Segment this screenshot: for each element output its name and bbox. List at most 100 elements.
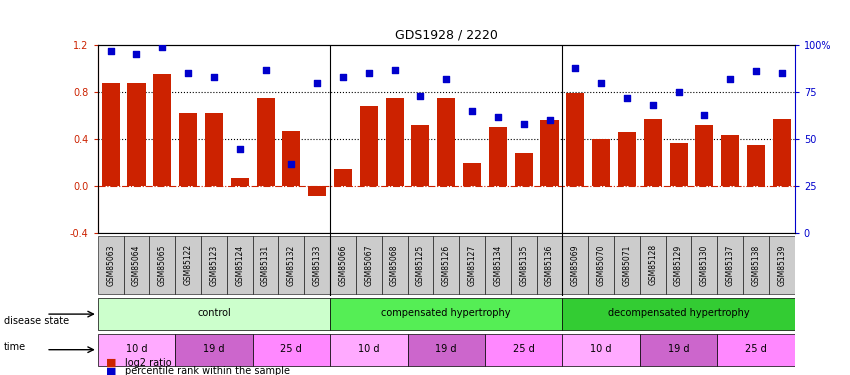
Bar	[485, 236, 511, 294]
Point	[569, 64, 582, 70]
Point	[233, 146, 246, 152]
Point	[104, 48, 117, 54]
Bar	[279, 236, 304, 294]
Text: compensated hypertrophy: compensated hypertrophy	[382, 308, 511, 318]
Bar	[717, 236, 743, 294]
Point	[723, 76, 737, 82]
Bar	[360, 106, 378, 186]
Bar	[434, 236, 459, 294]
Bar	[670, 143, 688, 186]
Text: GSM85126: GSM85126	[442, 244, 450, 285]
Point	[749, 68, 762, 74]
Bar	[592, 139, 610, 186]
Point	[542, 117, 556, 123]
Bar	[511, 236, 536, 294]
Text: GSM85064: GSM85064	[132, 244, 141, 286]
Text: 25 d: 25 d	[280, 344, 303, 354]
Text: GSM85128: GSM85128	[649, 244, 657, 285]
Bar	[334, 169, 352, 186]
Point	[258, 66, 272, 72]
Text: GSM85134: GSM85134	[493, 244, 502, 286]
Text: GSM85127: GSM85127	[468, 244, 477, 285]
Bar	[98, 334, 175, 366]
Point	[310, 80, 324, 86]
Point	[698, 112, 711, 118]
Text: GSM85129: GSM85129	[674, 244, 683, 285]
Text: 10 d: 10 d	[591, 344, 612, 354]
Text: GSM85136: GSM85136	[545, 244, 554, 286]
Text: GSM85125: GSM85125	[416, 244, 425, 285]
Text: GSM85137: GSM85137	[726, 244, 734, 286]
Bar	[386, 98, 404, 186]
Text: GSM85068: GSM85068	[390, 244, 400, 286]
Text: GDS1928 / 2220: GDS1928 / 2220	[394, 28, 498, 41]
Bar	[252, 334, 330, 366]
Point	[285, 161, 298, 167]
Text: GSM85067: GSM85067	[365, 244, 373, 286]
Point	[594, 80, 608, 86]
Bar	[411, 125, 429, 186]
Text: GSM85133: GSM85133	[313, 244, 321, 286]
Bar	[721, 135, 740, 186]
Point	[181, 70, 195, 76]
Bar	[123, 236, 150, 294]
Text: control: control	[197, 308, 231, 318]
Point	[414, 93, 428, 99]
Text: 19 d: 19 d	[435, 344, 457, 354]
Text: GSM85070: GSM85070	[597, 244, 606, 286]
Point	[337, 74, 350, 80]
Point	[207, 74, 221, 80]
Text: percentile rank within the sample: percentile rank within the sample	[125, 366, 290, 375]
Bar	[666, 236, 692, 294]
Bar	[489, 128, 507, 186]
Bar	[463, 163, 481, 186]
Text: 25 d: 25 d	[745, 344, 767, 354]
Bar	[563, 334, 640, 366]
Bar	[407, 236, 434, 294]
Text: decompensated hypertrophy: decompensated hypertrophy	[608, 308, 750, 318]
Point	[491, 114, 505, 120]
Text: ■: ■	[106, 358, 116, 368]
Bar	[563, 298, 795, 330]
Bar	[128, 83, 145, 186]
Bar	[227, 236, 252, 294]
Text: GSM85063: GSM85063	[106, 244, 115, 286]
Text: GSM85123: GSM85123	[209, 244, 218, 285]
Bar	[485, 334, 563, 366]
Bar	[695, 125, 713, 186]
Point	[672, 89, 685, 95]
Bar	[282, 131, 300, 186]
Text: GSM85138: GSM85138	[751, 244, 761, 285]
Bar	[541, 120, 558, 186]
Text: GSM85069: GSM85069	[571, 244, 580, 286]
Text: GSM85135: GSM85135	[519, 244, 528, 286]
Bar	[618, 132, 636, 186]
Bar	[153, 75, 172, 186]
Bar	[330, 334, 407, 366]
Point	[620, 95, 634, 101]
Bar	[179, 113, 197, 186]
Bar	[356, 236, 382, 294]
Text: GSM85124: GSM85124	[235, 244, 244, 285]
Bar	[175, 334, 252, 366]
Bar	[382, 236, 407, 294]
Bar	[330, 298, 563, 330]
Bar	[257, 98, 275, 186]
Bar	[201, 236, 227, 294]
Bar	[773, 119, 790, 186]
Text: 19 d: 19 d	[668, 344, 689, 354]
Bar	[588, 236, 614, 294]
Text: GSM85065: GSM85065	[158, 244, 167, 286]
Point	[517, 121, 530, 127]
Bar	[459, 236, 485, 294]
Bar	[102, 83, 120, 186]
Bar	[98, 236, 123, 294]
Bar	[252, 236, 279, 294]
Text: log2 ratio: log2 ratio	[125, 358, 172, 368]
Point	[775, 70, 789, 76]
Bar	[614, 236, 640, 294]
Bar	[643, 119, 662, 186]
Point	[439, 76, 453, 82]
Bar	[407, 334, 485, 366]
Text: 19 d: 19 d	[203, 344, 224, 354]
